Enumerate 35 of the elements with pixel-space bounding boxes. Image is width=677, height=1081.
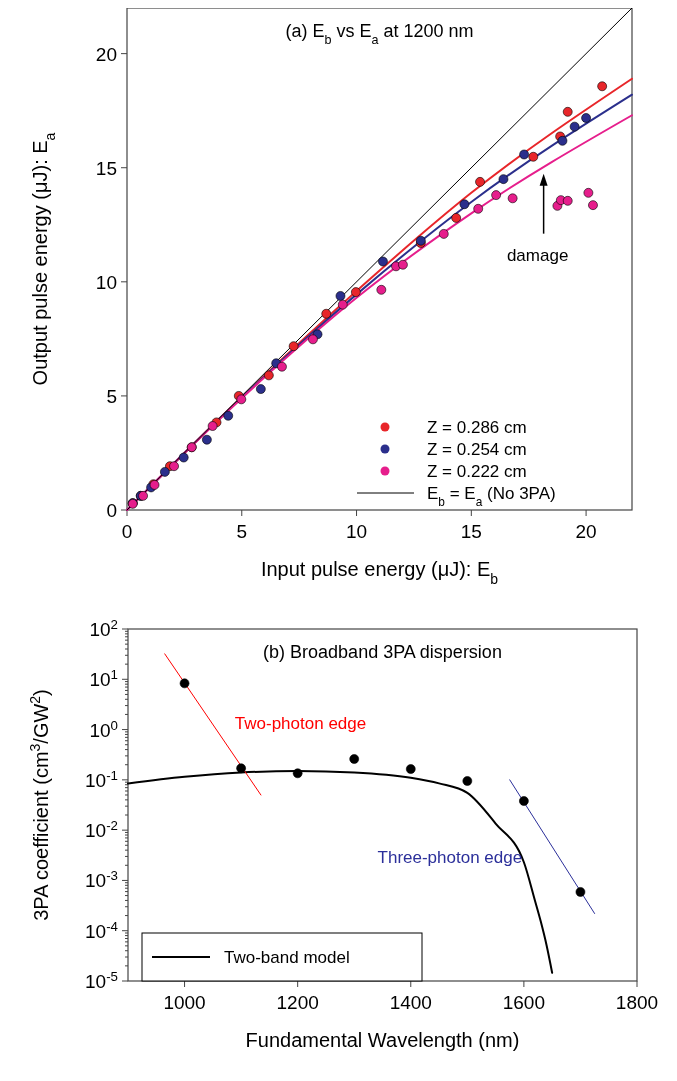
y-tick-label: 10$^{-2}$ [85, 817, 118, 842]
y-tick-label: 15 [95, 157, 117, 179]
legend-label: Z = 0.254 cm [427, 440, 527, 459]
text: (b) Broadband 3PA dispersion [263, 642, 502, 662]
annotation: Three-photon edge [377, 847, 523, 867]
x-tick-label: 1800 [615, 992, 659, 1013]
y-tick-label: 10$^{-1}$ [85, 767, 118, 791]
text: (a) E$_{b}$ vs E$_{a}$ at 1200 nm [285, 21, 474, 47]
x-axis-title: Fundamental Wavelength (nm) [245, 1029, 520, 1051]
y-tick-label: 10 [95, 271, 117, 293]
y-tick-label: 10$^{1}$ [89, 666, 118, 691]
annotation: damage [506, 245, 569, 265]
y-tick-label: 0 [106, 500, 117, 521]
y-tick-label: 10$^{2}$ [89, 616, 118, 640]
legend-label: Z = 0.222 cm [427, 462, 527, 481]
x-tick-label: 10 [345, 521, 368, 542]
legend-label: Two-band model [224, 948, 350, 967]
annotation: Two-photon edge [234, 713, 367, 733]
y-tick-label: 10$^{-4}$ [85, 918, 118, 942]
x-tick-label: 15 [460, 521, 482, 542]
y-tick-label: 10$^{-3}$ [85, 867, 118, 892]
y-tick-label: 10$^{-5}$ [85, 968, 118, 992]
x-tick-label: 1400 [389, 992, 432, 1013]
x-tick-label: 1000 [163, 992, 206, 1013]
x-tick-label: 1200 [276, 992, 319, 1013]
x-axis-title: Input pulse energy (μJ): E$_{b}$ [260, 558, 499, 587]
legend-label: E$_{b}$ = E$_{a}$ (No 3PA) [427, 484, 556, 509]
x-tick-label: 1600 [502, 992, 546, 1013]
y-tick-label: 5 [106, 385, 117, 407]
legend-label: Z = 0.286 cm [427, 418, 527, 437]
y-tick-label: 20 [95, 43, 117, 65]
x-tick-label: 5 [236, 521, 248, 542]
x-tick-label: 0 [121, 521, 133, 542]
y-tick-label: 10$^{0}$ [89, 717, 118, 741]
x-tick-label: 20 [575, 521, 597, 542]
